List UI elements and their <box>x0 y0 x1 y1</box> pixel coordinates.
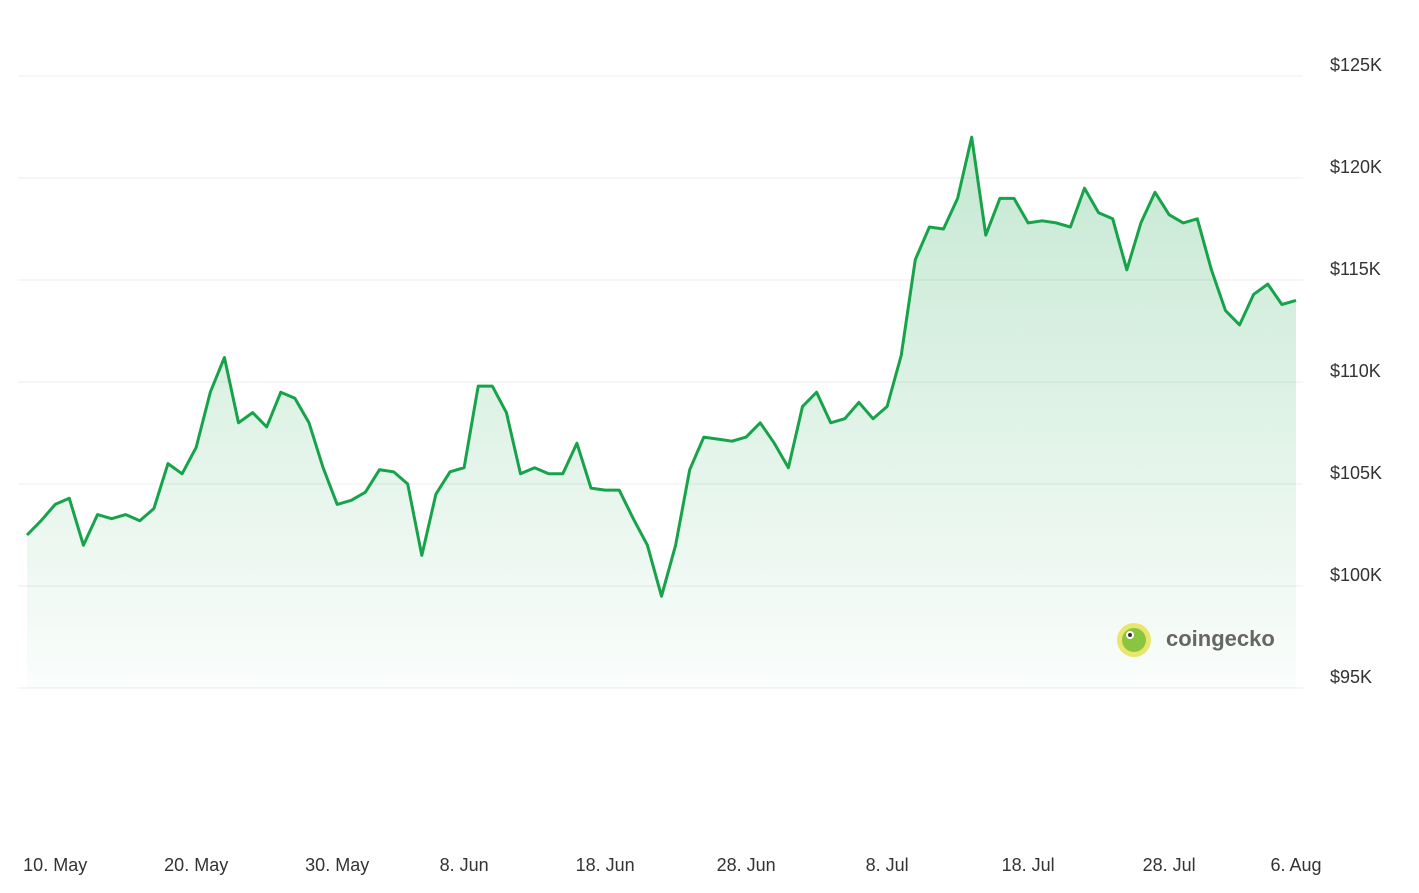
y-tick-label: $95K <box>1330 667 1372 687</box>
x-tick-label: 18. Jul <box>1002 855 1055 875</box>
y-tick-label: $115K <box>1330 259 1381 279</box>
x-tick-label: 6. Aug <box>1270 855 1321 875</box>
logo <box>1117 623 1151 657</box>
price-line <box>25 135 1297 598</box>
y-tick-label: $120K <box>1330 157 1382 177</box>
y-tick-label: $105K <box>1330 463 1382 483</box>
x-tick-label: 8. Jul <box>866 855 909 875</box>
x-tick-label: 28. Jul <box>1143 855 1196 875</box>
x-tick-label: 28. Jun <box>717 855 776 875</box>
x-tick-label: 18. Jun <box>576 855 635 875</box>
y-tick-label: $110K <box>1330 361 1381 381</box>
area-fill <box>27 137 1296 688</box>
watermark: coingecko <box>1166 626 1275 651</box>
x-tick-label: 8. Jun <box>440 855 489 875</box>
y-tick-label: $125K <box>1330 55 1382 75</box>
x-tick-label: 10. May <box>23 855 87 875</box>
x-tick-label: 30. May <box>305 855 369 875</box>
x-tick-label: 20. May <box>164 855 228 875</box>
y-tick-label: $100K <box>1330 565 1382 585</box>
